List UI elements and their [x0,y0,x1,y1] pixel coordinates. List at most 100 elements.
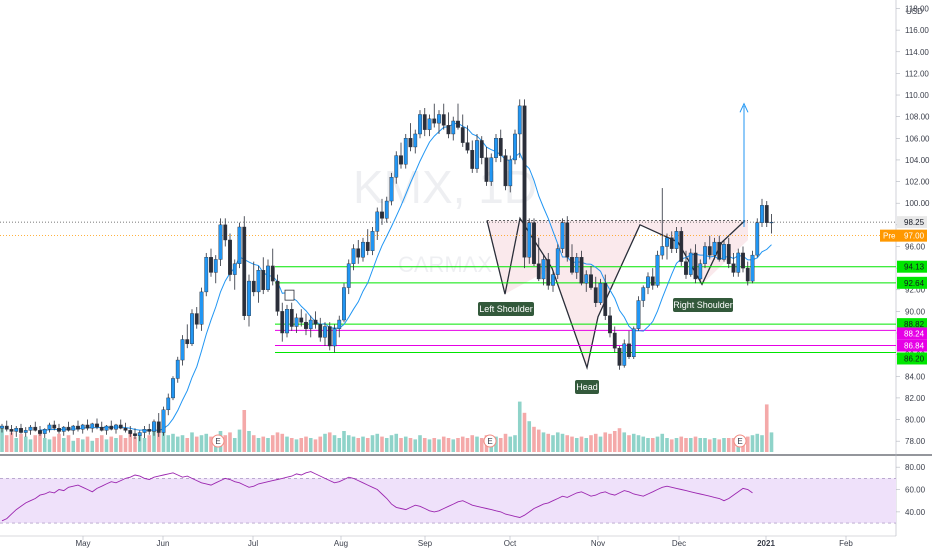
volume-bar [185,438,190,452]
time-axis[interactable]: May Jun Jul Aug Sep Oct Nov Dec 2021 Feb [75,536,853,548]
volume-bar [437,439,441,452]
horizontal-levels[interactable] [0,221,896,353]
candle-body [460,127,465,143]
volume-bar [0,426,4,452]
volume-bar [38,431,42,452]
candle-body [332,328,337,347]
volume-bar [95,438,99,452]
candle-body [294,317,299,327]
candle-body [394,155,399,178]
candle-body [356,248,361,258]
volume-bar [608,433,612,452]
y-tick-label: 80.00 [905,416,926,425]
y-tick-label: 96.00 [905,242,926,251]
candle-body [565,222,570,258]
pattern-drawings[interactable] [486,216,748,370]
volume-bar [698,438,703,452]
volume-bar [147,435,152,452]
candle-body [627,343,631,358]
volume-bar [351,436,356,452]
pre-market-label: Pre [880,229,897,242]
volume-bar [365,438,370,452]
volume-bar [14,438,19,452]
volume-bar [57,433,61,452]
volume-bar [593,433,598,452]
candle-body [541,259,546,280]
volume-bar [475,436,479,452]
earnings-marker: E [733,434,747,448]
label-box [673,298,733,312]
candle-body [342,287,346,321]
volume-bar [517,401,522,452]
x-tick-label: May [75,539,90,548]
y-tick-label: 100.00 [905,199,930,208]
volume-bar [532,426,536,452]
candle-body [175,359,180,379]
volume-bar [589,435,593,452]
volume-bar [760,435,764,452]
volume-bar [503,433,508,452]
price-axis[interactable]: 78.0080.0082.0084.0086.0088.0090.0092.00… [880,4,930,517]
price-tag-box [897,229,927,242]
candle-body [631,328,636,358]
volume-bar [555,432,560,452]
candle-body [280,311,285,334]
candle-body [118,424,123,429]
volume-bar [636,435,641,452]
candle-body [698,263,703,280]
price-tag-box [897,276,927,289]
price-pane[interactable] [0,0,896,455]
volume-bar [375,433,380,452]
candle-body [142,429,147,433]
candle-body [608,315,612,334]
volume-bar [750,435,755,452]
candle-body [38,430,42,434]
volume-bar [256,438,261,452]
candle-body [560,222,565,249]
candle-body [232,263,237,275]
volume-bar [42,438,47,452]
volume-bar [465,438,470,452]
pattern-fill [487,220,748,368]
volume-bar [612,431,617,452]
volume-bar [204,433,209,452]
candlesticks[interactable] [0,99,774,442]
candle-body [475,140,479,169]
candle-body [304,321,308,329]
candle-body [365,241,370,251]
candle-body [731,263,736,273]
volume-bar [223,435,228,452]
volume-bar [161,432,166,452]
candle-body [665,237,669,247]
price-tag: 88.82 [897,318,927,331]
candle-body [375,211,380,232]
company-watermark: CARMAX [398,252,492,277]
candle-body [769,221,774,224]
candle-body [422,114,427,130]
price-tag: 88.24 [897,327,927,340]
x-tick-label: Feb [839,539,853,548]
candle-body [726,244,731,264]
volume-bar [731,438,736,452]
candle-body [261,270,266,290]
y-tick-label: 92.00 [905,286,926,295]
rsi-band [0,478,896,524]
candle-body [517,105,522,135]
candle-body [408,138,413,148]
candle-body [313,319,318,325]
annotations[interactable]: Left Shoulder Head Right Shoulder E E E [211,102,749,448]
label-box [575,380,599,394]
candle-body [161,409,166,433]
volume-bar [432,438,437,452]
candle-body [546,259,551,286]
volume-bar [688,438,693,452]
candle-body [275,280,280,312]
volume-bar [522,412,527,452]
price-tag: 86.84 [897,339,927,352]
volume-bar [261,436,266,452]
candle-body [484,157,489,182]
candle-body [23,430,28,433]
x-tick-label: Jun [157,539,170,548]
volume-bar [66,435,71,452]
